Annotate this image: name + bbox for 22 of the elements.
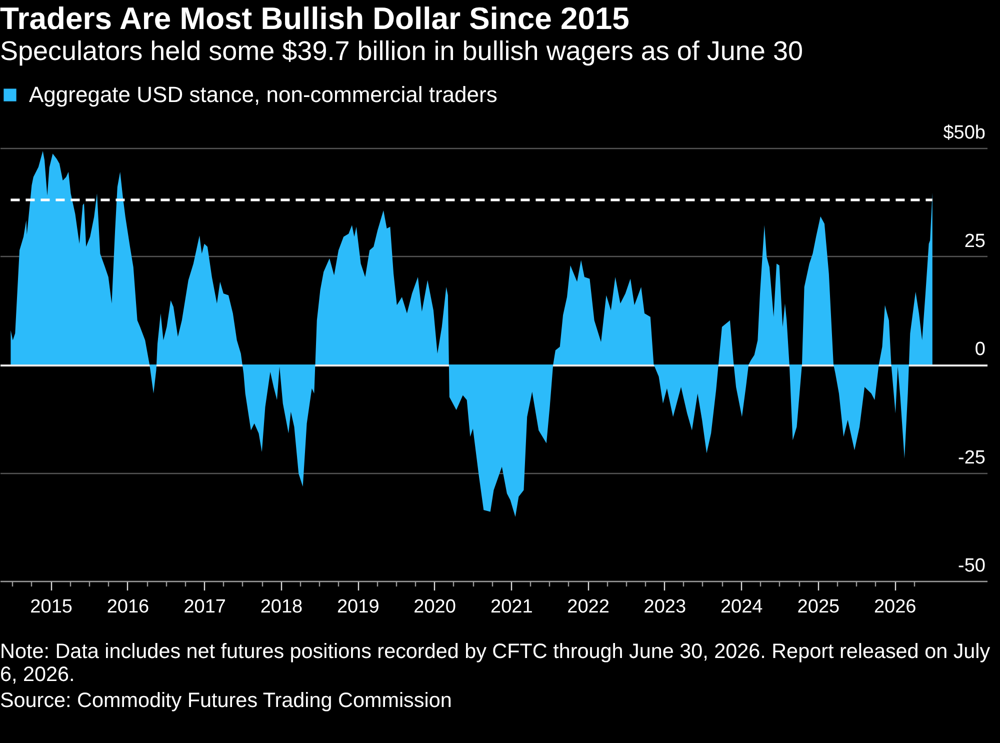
- x-tick-label: 2026: [874, 596, 916, 618]
- x-tick-label: 2022: [567, 596, 610, 618]
- y-tick-label: 25: [964, 230, 986, 252]
- y-tick-label: 0: [974, 339, 986, 360]
- y-tick-label: $50b: [943, 122, 986, 144]
- x-tick-label: 2023: [644, 596, 686, 618]
- text: Note: Data includes net futures positions recorded by CFTC through June 30, 2026. Report released on July 6, 2026.: [0, 640, 992, 686]
- chart-subtitle: Speculators held some $39.7 billion in bullish wagers as of June 30: [0, 36, 803, 66]
- source-note: Source: Commodity Futures Trading Commission: [0, 689, 453, 712]
- x-tick-label: 2018: [260, 596, 303, 618]
- x-tick-label: 2025: [797, 596, 840, 618]
- chart-title: Traders Are Most Bullish Dollar Since 2015: [0, 1, 630, 36]
- legend-label: Aggregate USD stance, non-commercial traders: [29, 82, 498, 107]
- y-tick-label: -25: [958, 447, 986, 468]
- x-tick-label: 2024: [720, 596, 764, 618]
- x-tick-label: 2020: [414, 596, 456, 618]
- x-tick-label: 2019: [336, 596, 380, 618]
- x-tick-label: 2021: [490, 596, 533, 618]
- x-tick-label: 2016: [106, 596, 150, 618]
- x-tick-label: 2017: [184, 596, 226, 618]
- x-tick-label: 2015: [30, 596, 72, 618]
- y-tick-label: -50: [958, 556, 986, 576]
